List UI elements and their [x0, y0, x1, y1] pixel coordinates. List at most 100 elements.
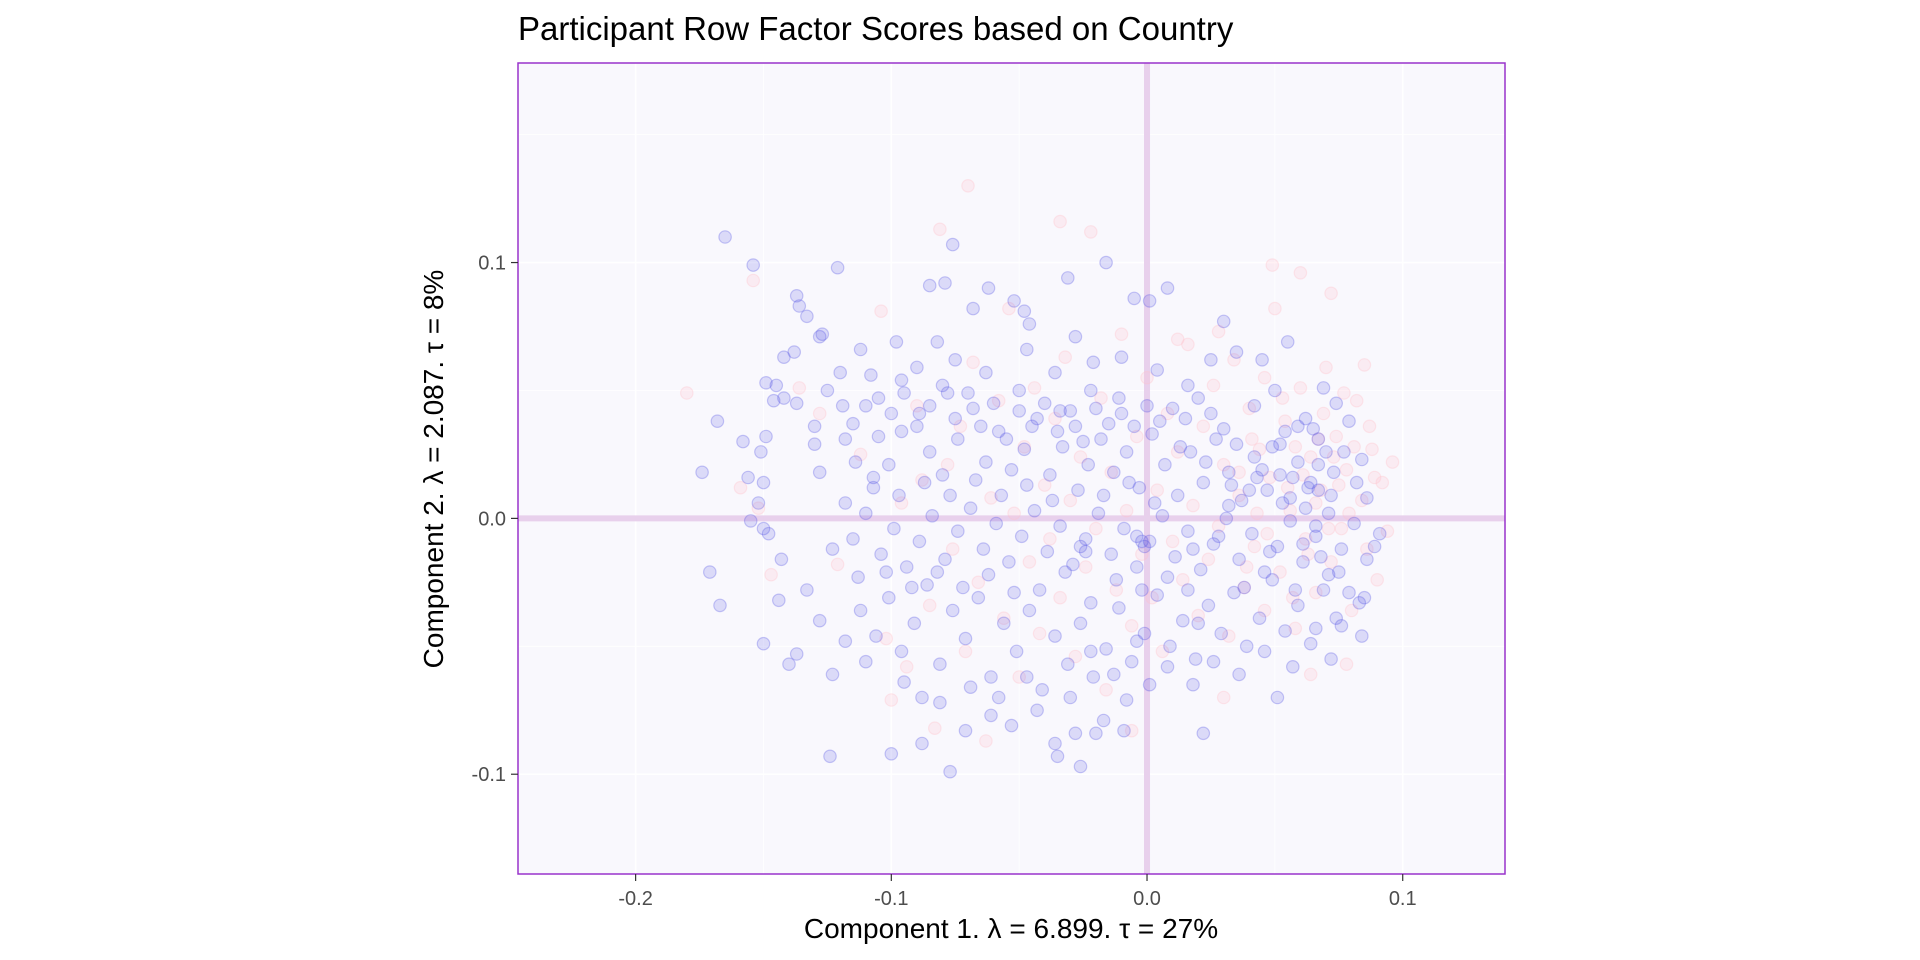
data-point-series-2	[894, 373, 909, 387]
data-point-series-2	[943, 764, 957, 779]
data-point-series-2	[1122, 475, 1136, 490]
data-point-series-1	[1211, 324, 1226, 339]
data-point-series-1	[1027, 381, 1042, 395]
data-point-series-2	[1201, 598, 1216, 613]
data-point-series-2	[1316, 381, 1331, 395]
data-point-series-1	[945, 542, 960, 556]
data-point-series-2	[1342, 414, 1356, 428]
data-point-series-2	[1303, 475, 1318, 490]
data-point-series-2	[1107, 667, 1121, 682]
data-point-series-2	[963, 501, 978, 515]
data-point-series-2	[807, 437, 822, 451]
data-point-series-1	[1288, 439, 1303, 454]
data-point-series-2	[1268, 383, 1282, 398]
data-point-series-2	[1084, 383, 1098, 398]
data-point-series-2	[1030, 411, 1044, 426]
data-point-series-2	[1227, 585, 1241, 600]
data-point-series-1	[1283, 503, 1297, 518]
data-point-series-2	[858, 506, 873, 521]
data-point-series-2	[1355, 629, 1369, 643]
data-points	[679, 179, 1400, 779]
data-point-series-2	[1255, 352, 1269, 367]
data-point-series-2	[846, 532, 860, 546]
data-point-series-1	[1216, 690, 1231, 705]
data-point-series-2	[1247, 398, 1262, 413]
data-point-series-2	[915, 690, 929, 705]
data-point-series-2	[981, 281, 996, 295]
data-point-series-2	[989, 516, 1003, 531]
data-point-series-2	[1222, 465, 1236, 480]
data-point-series-2	[1048, 736, 1062, 751]
data-point-series-2	[1017, 304, 1032, 318]
data-point-series-1	[1012, 670, 1026, 684]
data-point-series-2	[1321, 506, 1336, 521]
data-point-series-1	[1002, 301, 1016, 316]
data-point-series-2	[938, 552, 952, 567]
data-point-series-2	[825, 667, 840, 682]
data-point-series-1	[1211, 519, 1226, 533]
data-point-series-1	[1367, 470, 1382, 485]
data-point-series-2	[1127, 419, 1141, 434]
data-point-series-1	[1298, 532, 1313, 546]
data-point-series-2	[991, 690, 1006, 705]
data-point-series-2	[1181, 524, 1195, 538]
data-point-series-2	[933, 657, 947, 671]
data-point-series-2	[1352, 595, 1367, 610]
data-point-series-2	[787, 345, 801, 359]
data-point-series-2	[774, 552, 789, 567]
data-point-series-1	[1311, 432, 1326, 446]
data-point-series-2	[1265, 572, 1280, 587]
data-point-series-1	[1037, 478, 1052, 492]
data-point-series-2	[1073, 539, 1088, 554]
data-point-series-2	[710, 414, 725, 428]
data-point-series-2	[887, 521, 901, 536]
data-point-series-2	[1099, 642, 1113, 656]
chart-title: Participant Row Factor Scores based on C…	[518, 10, 1234, 47]
data-point-series-1	[1232, 465, 1246, 480]
data-point-series-2	[1037, 396, 1052, 411]
data-point-series-2	[920, 578, 934, 592]
data-point-series-1	[1332, 478, 1346, 492]
data-point-series-1	[1186, 498, 1200, 513]
data-point-series-2	[1050, 749, 1065, 764]
data-point-series-2	[871, 429, 886, 444]
data-point-series-2	[741, 470, 755, 485]
data-point-series-2	[945, 603, 960, 618]
data-point-series-1	[679, 386, 694, 400]
x-axis-title: Component 1. λ = 6.899. τ = 27%	[804, 913, 1218, 944]
data-point-series-2	[1247, 450, 1262, 464]
data-point-series-2	[968, 473, 983, 487]
data-point-series-1	[1275, 391, 1290, 405]
data-point-series-2	[1176, 613, 1190, 628]
data-point-series-1	[894, 496, 909, 510]
data-point-series-2	[1196, 475, 1211, 490]
data-point-series-1	[1196, 419, 1211, 434]
data-point-series-1	[1201, 552, 1216, 567]
data-point-series-2	[1257, 565, 1272, 579]
data-point-series-2	[1319, 445, 1333, 459]
data-point-series-2	[1160, 659, 1175, 674]
data-point-series-2	[1332, 565, 1346, 579]
data-point-series-2	[1096, 488, 1111, 503]
data-point-series-2	[1137, 626, 1152, 641]
data-point-series-2	[1073, 759, 1088, 774]
data-point-series-1	[1347, 439, 1361, 454]
data-point-series-1	[1268, 301, 1282, 316]
data-point-series-2	[1283, 491, 1297, 505]
data-point-series-1	[1357, 358, 1372, 372]
data-point-series-1	[1293, 265, 1308, 280]
data-point-series-2	[812, 329, 827, 344]
data-point-series-1	[1165, 534, 1180, 549]
data-point-series-2	[1050, 424, 1065, 439]
data-point-series-1	[899, 659, 914, 674]
data-point-series-2	[938, 276, 952, 290]
data-point-series-2	[922, 398, 937, 413]
data-point-series-2	[789, 288, 804, 303]
data-point-series-2	[1193, 562, 1208, 577]
data-point-series-2	[940, 386, 955, 400]
data-point-series-1	[1135, 547, 1149, 561]
data-point-series-2	[1068, 329, 1083, 344]
data-point-series-2	[1309, 519, 1323, 533]
data-point-series-1	[1252, 442, 1267, 457]
data-point-series-2	[1303, 636, 1318, 651]
